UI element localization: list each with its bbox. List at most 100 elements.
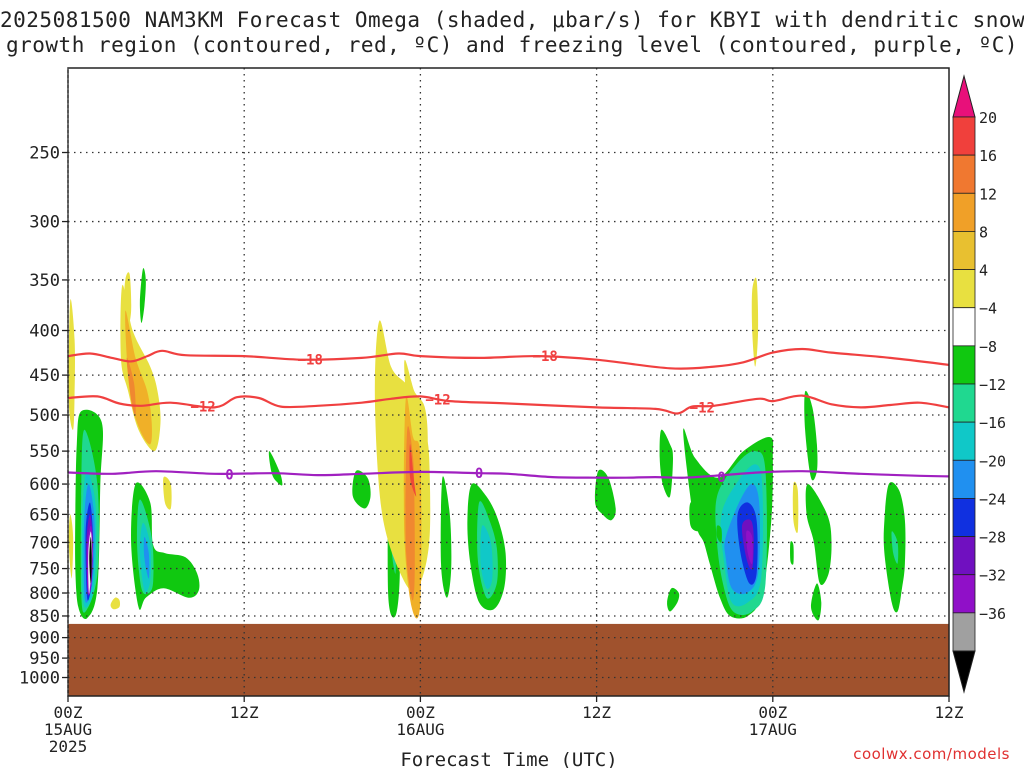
omega-region-46 [659, 429, 673, 498]
y-tick-label-600: 600 [29, 475, 60, 495]
contour-label-0-2: 0 [717, 470, 725, 486]
omega-region-31 [440, 476, 452, 598]
x-tick-label-12-0: 12Z [230, 703, 259, 722]
y-tick-label-250: 250 [29, 144, 60, 164]
y-tick-label-850: 850 [29, 607, 60, 627]
omega-region-53 [891, 531, 899, 564]
colorbar-label-10: −24 [979, 490, 1006, 508]
contour-label-0-1: 0 [475, 466, 483, 482]
omega-shading-layer [68, 268, 906, 621]
colorbar-bin-0 [952, 116, 976, 156]
omega-region-42 [746, 530, 753, 565]
y-tick-label-650: 650 [29, 505, 60, 525]
contour-label--12-2: −12 [690, 400, 715, 416]
omega-region-19 [126, 357, 136, 416]
omega-region-50 [810, 583, 822, 621]
y-tick-label-400: 400 [29, 322, 60, 342]
omega-region-22 [268, 451, 283, 486]
terrain-fill [68, 623, 949, 696]
omega-region-48 [804, 390, 818, 481]
omega-region-21 [110, 597, 121, 610]
colorbar-label-9: −20 [979, 452, 1006, 470]
omega-region-8 [89, 537, 92, 584]
omega-region-14 [139, 268, 146, 323]
colorbar-label-0: 20 [979, 109, 997, 127]
colorbar-bin-12 [952, 574, 976, 614]
colorbar-bin-6 [952, 345, 976, 385]
omega-region-51 [792, 481, 799, 533]
colorbar-bottom-arrow [952, 650, 976, 694]
colorbar-top-arrow [952, 74, 976, 118]
omega-region-18 [125, 310, 152, 445]
omega-region-54 [790, 541, 794, 565]
colorbar-label-6: −8 [979, 338, 997, 356]
colorbar-label-3: 8 [979, 223, 988, 241]
x-tick-label-48-1: 17AUG [749, 720, 797, 739]
colorbar-label-2: 12 [979, 185, 997, 203]
y-tick-label-800: 800 [29, 584, 60, 604]
x-tick-label-48-0: 00Z [758, 703, 787, 722]
colorbar-bin-7 [952, 383, 976, 423]
x-tick-label-24-1: 16AUG [396, 720, 444, 739]
omega-region-49 [805, 484, 832, 586]
colorbar-bin-3 [952, 231, 976, 270]
chart-title-line-2: growth region (contoured, red, ºC) and f… [5, 33, 1019, 57]
colorbar-label-11: −28 [979, 529, 1006, 547]
contour-label--12-0: −12 [190, 400, 215, 416]
omega-region-47 [751, 277, 759, 367]
omega-region-43 [689, 501, 707, 532]
y-tick-label-450: 450 [29, 366, 60, 386]
colorbar-bin-9 [952, 459, 976, 499]
omega-region-44 [716, 525, 722, 543]
contour-label--12-1: −12 [425, 393, 450, 409]
grid-layer [68, 68, 949, 696]
y-tick-label-500: 500 [29, 406, 60, 426]
contour-layer: −18 −18 −12 −12 −12 0 0 0 [68, 347, 949, 486]
colorbar-bin-1 [952, 154, 976, 194]
y-tick-label-900: 900 [29, 629, 60, 649]
plot-frame [67, 67, 950, 697]
x-tick-label-0-0: 00Z [54, 703, 83, 722]
colorbar-bin-8 [952, 421, 976, 461]
x-tick-label-24-0: 00Z [406, 703, 435, 722]
colorbar-bin-10 [952, 498, 976, 537]
contour--12 [68, 394, 949, 415]
contour-label-0-0: 0 [225, 467, 233, 483]
y-tick-label-300: 300 [29, 213, 60, 233]
omega-region-34 [480, 525, 493, 589]
colorbar-label-5: −4 [979, 300, 997, 318]
colorbar: 20 16 12 8 4 −4 −8 −12 −16 −20 −24 −28 −32 −36 [952, 74, 1006, 694]
omega-region-30 [409, 444, 417, 497]
y-tick-label-1000: 1000 [19, 669, 60, 689]
y-tick-label-750: 750 [29, 560, 60, 580]
contour--18 [68, 347, 949, 370]
colorbar-label-1: 16 [979, 147, 997, 165]
colorbar-bin-11 [952, 536, 976, 576]
colorbar-label-12: −32 [979, 567, 1006, 585]
omega-region-16 [68, 514, 74, 579]
x-tick-label-60-0: 12Z [935, 703, 964, 722]
y-tick-label-700: 700 [29, 533, 60, 553]
colorbar-bin-13 [952, 612, 976, 652]
y-tick-label-550: 550 [29, 442, 60, 462]
contour-0 [68, 470, 949, 479]
axes-layer: 2503003504004505005506006507007508008509… [19, 67, 964, 756]
colorbar-label-7: −12 [979, 376, 1006, 394]
omega-region-15 [68, 299, 75, 431]
omega-region-12 [143, 536, 150, 579]
x-tick-label-0-1: 15AUG [44, 720, 92, 739]
colorbar-label-4: 4 [979, 262, 988, 280]
contour-label--18-1: −18 [533, 349, 558, 365]
contour-label--18-0: −18 [298, 353, 323, 369]
colorbar-bin-5 [952, 307, 976, 347]
x-tick-label-0-2: 2025 [49, 737, 88, 756]
colorbar-label-8: −16 [979, 414, 1006, 432]
colorbar-label-13: −36 [979, 605, 1006, 623]
omega-region-45 [667, 587, 680, 612]
y-tick-label-950: 950 [29, 649, 60, 669]
colorbar-bin-4 [952, 269, 976, 309]
omega-region-35 [594, 469, 616, 521]
x-tick-label-36-0: 12Z [582, 703, 611, 722]
chart-title-line-1: 2025081500 NAM3KM Forecast Omega (shaded… [0, 8, 1024, 32]
